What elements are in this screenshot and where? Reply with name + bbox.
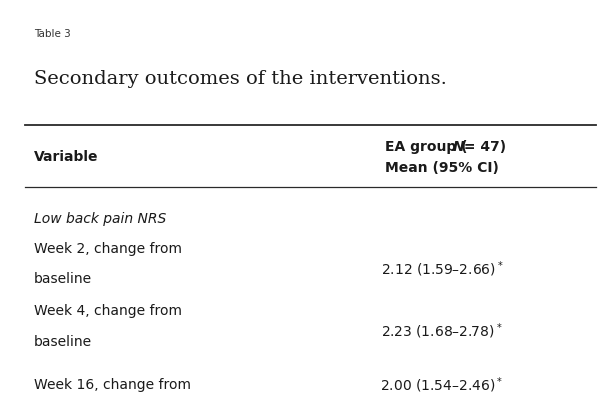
Text: Week 2, change from: Week 2, change from [34,242,182,256]
Text: baseline: baseline [34,272,92,286]
Text: EA group (: EA group ( [384,140,467,154]
Text: = 47): = 47) [459,140,506,154]
Text: N: N [452,140,464,154]
Text: 2.12 (1.59–2.66)$^*$: 2.12 (1.59–2.66)$^*$ [381,259,503,278]
Text: Variable: Variable [34,150,98,164]
Text: Table 3: Table 3 [34,29,71,39]
Text: 2.00 (1.54–2.46)$^*$: 2.00 (1.54–2.46)$^*$ [381,374,503,394]
Text: Secondary outcomes of the interventions.: Secondary outcomes of the interventions. [34,70,446,88]
Text: Mean (95% CI): Mean (95% CI) [385,160,499,174]
Text: baseline: baseline [34,334,92,348]
Text: Low back pain NRS: Low back pain NRS [34,212,166,226]
Text: 2.23 (1.68–2.78)$^*$: 2.23 (1.68–2.78)$^*$ [381,320,503,340]
Text: Week 16, change from: Week 16, change from [34,377,191,391]
Text: Week 4, change from: Week 4, change from [34,304,182,318]
